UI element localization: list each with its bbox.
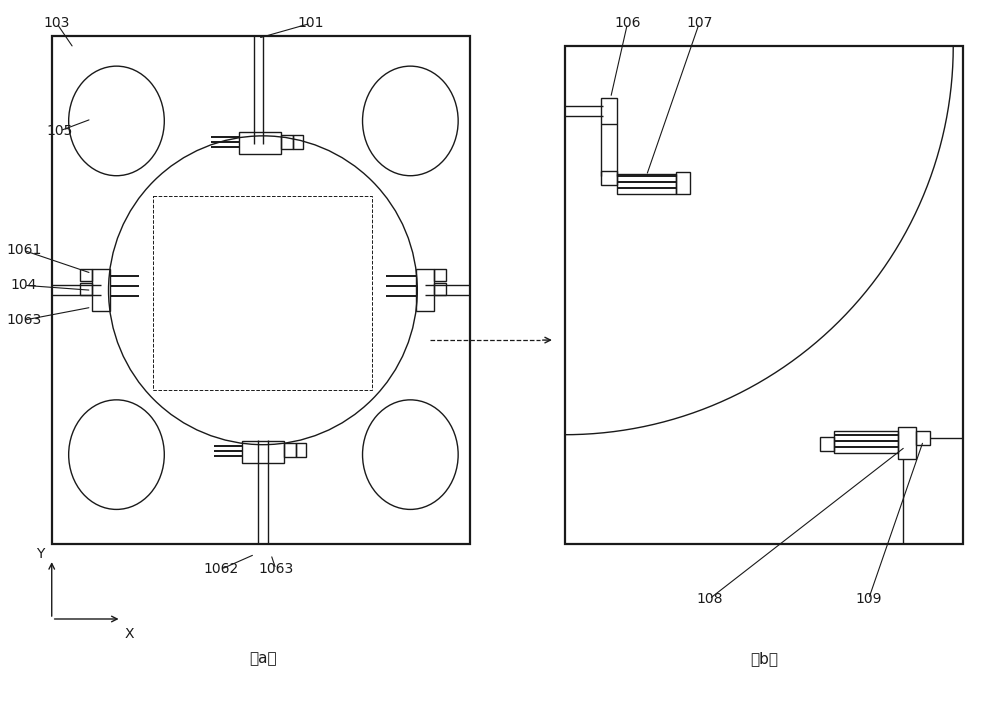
Text: （b）: （b） bbox=[750, 652, 778, 666]
Text: 103: 103 bbox=[44, 17, 70, 30]
Text: 1063: 1063 bbox=[258, 562, 293, 576]
Text: 106: 106 bbox=[614, 17, 641, 30]
Text: 107: 107 bbox=[686, 17, 712, 30]
Text: （a）: （a） bbox=[249, 652, 277, 666]
Text: 1062: 1062 bbox=[203, 562, 239, 576]
Text: 109: 109 bbox=[855, 592, 882, 606]
Text: 101: 101 bbox=[297, 17, 324, 30]
Text: 1061: 1061 bbox=[6, 243, 42, 258]
Text: 105: 105 bbox=[47, 124, 73, 138]
Text: X: X bbox=[125, 627, 134, 641]
Text: 108: 108 bbox=[696, 592, 722, 606]
Text: Y: Y bbox=[36, 547, 44, 562]
Text: 104: 104 bbox=[11, 279, 37, 292]
Text: 1063: 1063 bbox=[6, 313, 41, 327]
